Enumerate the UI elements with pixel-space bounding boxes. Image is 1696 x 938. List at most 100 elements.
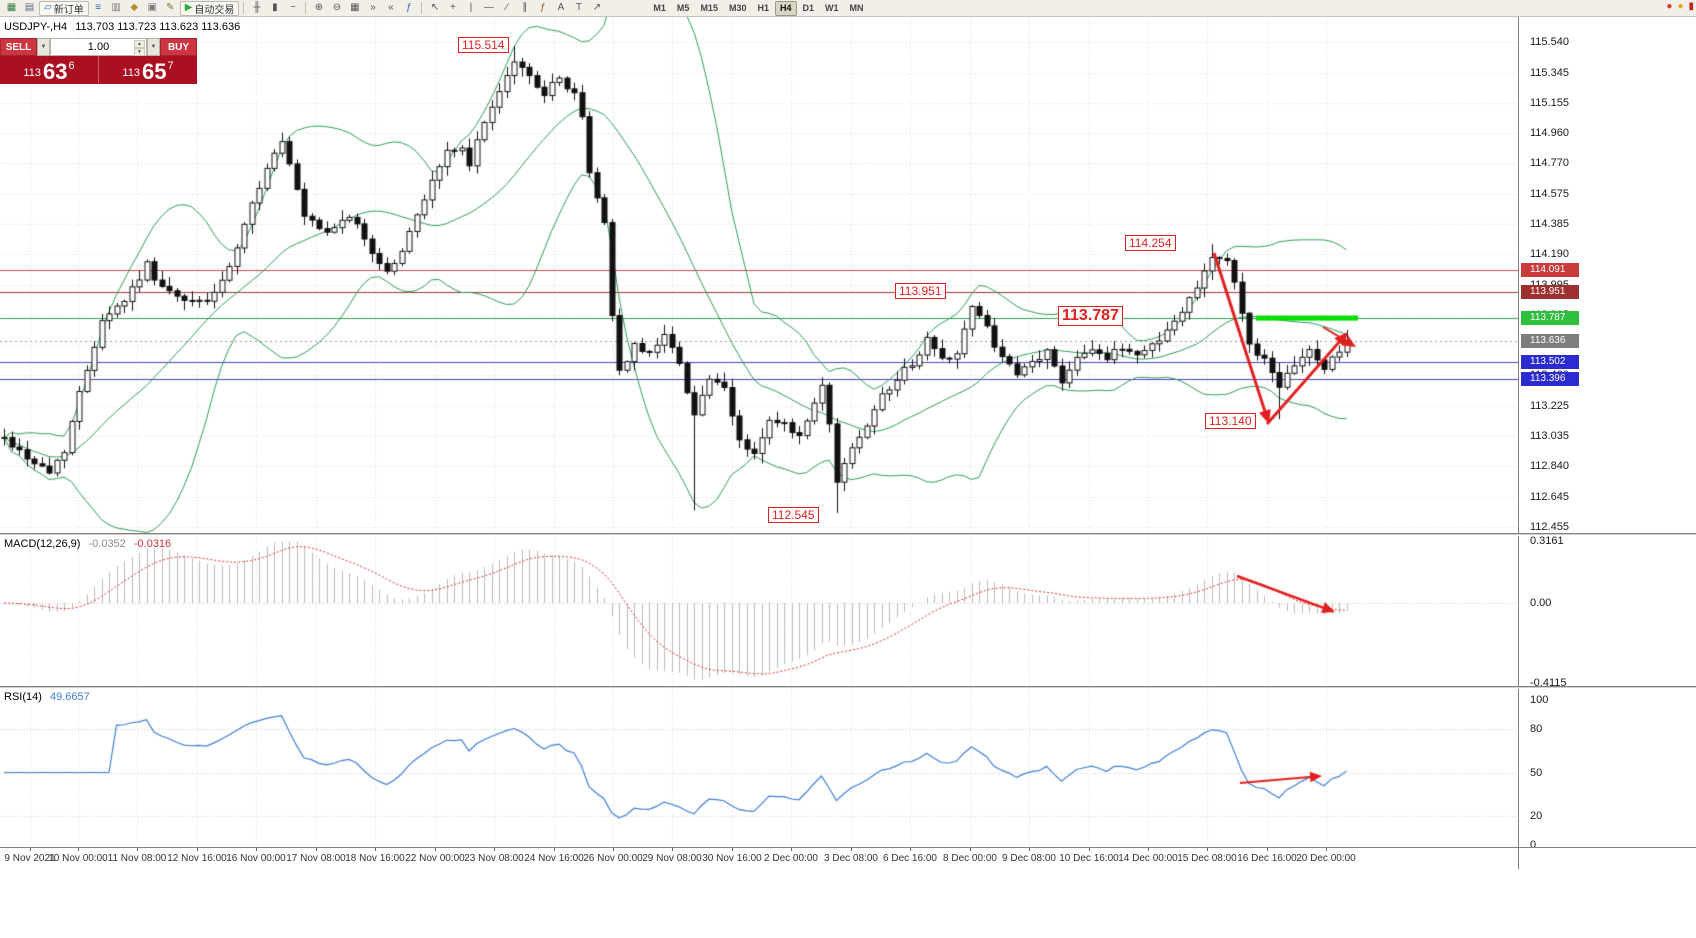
alert-icon[interactable]: ● [1666,1,1673,12]
price-axis-tag: 113.502 [1521,355,1579,370]
time-axis-tick [1267,848,1268,851]
metaeditor-icon[interactable]: ✎ [162,1,179,16]
indicators-icon[interactable]: ƒ [400,1,417,16]
fibonacci-icon[interactable]: ƒ [534,1,551,16]
crosshair-icon[interactable]: + [444,1,461,16]
new-chart-icon[interactable]: ▦ [3,1,20,16]
price-annotation[interactable]: 115.514 [458,37,509,53]
time-axis-tick [970,848,971,851]
market-watch-icon[interactable]: ≡ [90,1,107,16]
zoom-out-icon: ⊖ [332,2,342,13]
timeframe-d1-button[interactable]: D1 [802,3,815,13]
cursor-icon[interactable]: ↖ [426,1,443,16]
vertical-line-icon: | [469,2,473,13]
time-axis-tick [256,848,257,851]
price-axis-label: 115.155 [1530,96,1569,109]
arrows-tool-icon[interactable]: ↗ [588,1,605,16]
sell-dropdown-icon[interactable]: ▼ [37,38,50,56]
price-axis-label: 114.575 [1530,187,1569,200]
sell-price-display[interactable]: 113 63 6 [0,56,98,84]
time-axis-label: 9 Nov 2021 [4,853,56,864]
price-annotation[interactable]: 113.140 [1205,413,1256,429]
horizontal-line-icon[interactable]: — [480,1,497,16]
timeframe-h4-button[interactable]: H4 [774,0,797,16]
vertical-line-icon[interactable]: | [462,1,479,16]
time-axis[interactable]: 9 Nov 2021 10 Nov 00:00 11 Nov 08:00 12 Nov… [0,848,1518,869]
volume-up-button[interactable]: ▲ [134,40,145,48]
line-chart-icon: ~ [289,2,296,13]
fibonacci-icon: ƒ [540,2,546,13]
time-axis-label: 30 Nov 16:00 [702,853,762,864]
bar-chart-icon[interactable]: ╫ [248,1,265,16]
news-icon[interactable]: ● [1677,1,1684,12]
sell-button[interactable]: SELL [0,38,37,56]
buy-dropdown-icon[interactable]: ▼ [147,38,160,56]
price-axis-label: 114.190 [1530,248,1569,261]
text-icon[interactable]: A [552,1,569,16]
window-edge-icon[interactable]: ▮ [1688,1,1694,12]
buy-button[interactable]: BUY [160,38,197,56]
label-icon: T [575,2,582,13]
zoom-in-icon[interactable]: ⊕ [310,1,327,16]
navigator-icon: ◆ [130,2,139,13]
macd-main-value: -0.0352 [88,538,126,550]
timeframe-m1-button[interactable]: M1 [653,3,666,13]
timeframe-w1-button[interactable]: W1 [825,3,839,13]
time-axis-label: 14 Dec 00:00 [1118,853,1178,864]
new-order-icon: ▱ [44,2,52,13]
tile-windows-icon[interactable]: ▦ [346,1,363,16]
macd-header: MACD(12,26,9) -0.0352 -0.0316 [4,538,171,550]
volume-input[interactable]: 1.00 ▲ ▼ [50,38,147,56]
trendline-icon: ∕ [506,2,508,13]
tile-windows-icon: ▦ [350,2,360,13]
volume-down-button[interactable]: ▼ [134,48,145,56]
market-watch-icon: ≡ [95,2,102,13]
line-chart-icon[interactable]: ~ [284,1,301,16]
time-axis-label: 15 Dec 08:00 [1177,853,1237,864]
time-axis-tick [554,848,555,851]
chart-symbol-period: USDJPY-,H4 [4,21,68,33]
candlestick-chart-icon[interactable]: ▮ [266,1,283,16]
time-axis-label: 29 Nov 08:00 [642,853,702,864]
auto-scroll-icon: » [370,2,376,13]
price-axis[interactable]: 115.540 115.345 115.155 114.960 114.770 114.5… [1519,17,1696,869]
toolbar-separator [421,2,423,14]
price-annotation[interactable]: 113.951 [895,283,946,299]
new-order-label: 新订单 [53,4,84,16]
data-window-icon[interactable]: ▥ [108,1,125,16]
profiles-icon[interactable]: ▤ [21,1,38,16]
time-axis-label: 12 Nov 16:00 [167,853,227,864]
new-order-button[interactable]: ▱ 新订单 [39,0,89,16]
time-axis-tick [613,848,614,851]
timeframe-m5-button[interactable]: M5 [676,3,690,13]
navigator-icon[interactable]: ◆ [126,1,143,16]
bar-chart-icon: ╫ [253,2,261,13]
price-annotation[interactable]: 112.545 [768,507,819,523]
timeframe-mn-button[interactable]: MN [849,3,864,13]
trendline-icon[interactable]: ∕ [498,1,515,16]
price-annotation[interactable]: 113.787 [1058,306,1123,326]
channel-icon: ∥ [522,2,528,13]
channel-icon[interactable]: ∥ [516,1,533,16]
terminal-icon[interactable]: ▣ [144,1,161,16]
chart-shift-icon[interactable]: « [382,1,399,16]
price-axis-tag: 113.636 [1521,334,1579,349]
timeframe-m30-button[interactable]: M30 [728,3,747,13]
panel-separator[interactable] [0,533,1696,536]
time-axis-tick [1029,848,1030,851]
time-axis-tick [78,848,79,851]
price-annotation[interactable]: 114.254 [1125,235,1176,251]
rsi-canvas[interactable] [0,689,1518,847]
macd-canvas[interactable] [0,536,1518,686]
buy-price-display[interactable]: 113 65 7 [98,56,197,84]
label-icon[interactable]: T [570,1,587,16]
autotrading-icon: ▶ [184,2,193,13]
panel-separator[interactable] [0,686,1696,689]
zoom-out-icon[interactable]: ⊖ [328,1,345,16]
timeframe-m15-button[interactable]: M15 [700,3,718,13]
autotrading-button[interactable]: ▶ 自动交易 [179,0,240,16]
timeframe-h1-button[interactable]: H1 [757,3,769,13]
auto-scroll-icon[interactable]: » [364,1,381,16]
price-axis-label: 114.770 [1530,157,1569,170]
main-chart-canvas[interactable] [0,17,1518,533]
